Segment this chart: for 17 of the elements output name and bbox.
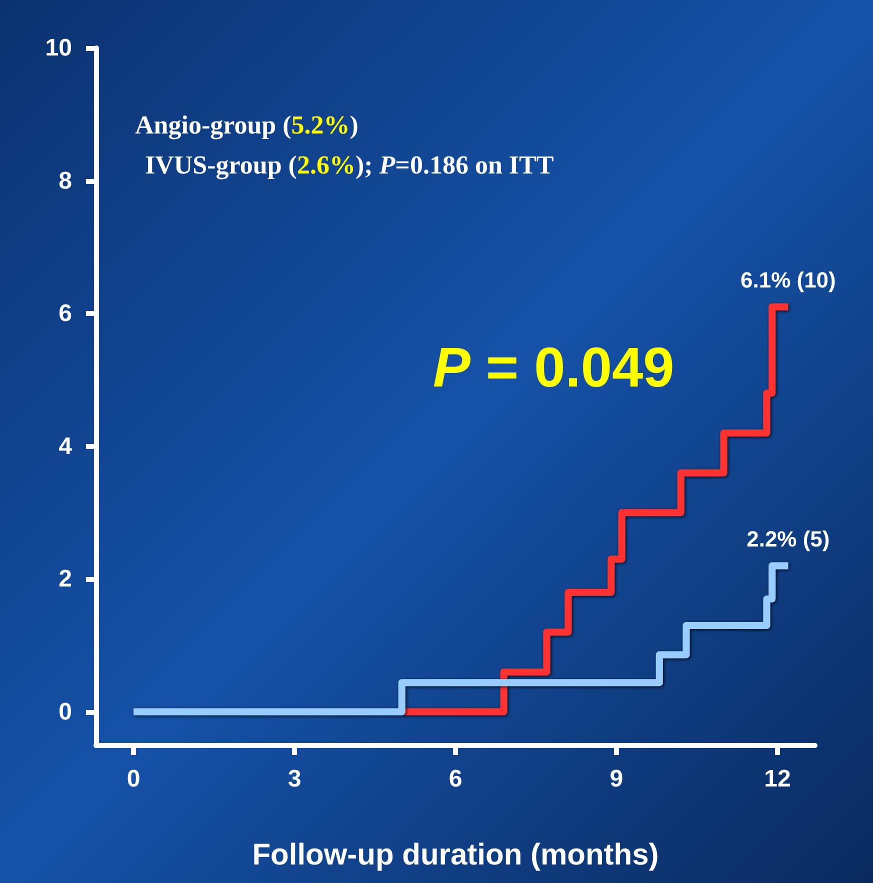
y-tick-label: 10 (45, 34, 72, 62)
annotation: 6.1% (10) (740, 267, 836, 292)
y-tick-label: 0 (58, 698, 72, 726)
y-tick-label: 8 (58, 167, 72, 194)
annotation: 2.2% (5) (746, 526, 830, 552)
x-tick-label: 9 (610, 766, 624, 792)
x-tick-label: 0 (126, 766, 140, 792)
x-axis-title: Follow-up duration (months) (252, 838, 659, 872)
annotation: Angio-group (5.2%) (135, 110, 358, 140)
y-tick-label: 4 (58, 432, 73, 460)
annotation: IVUS-group (2.6%); P=0.186 on ITT (145, 150, 554, 180)
x-tick-label: 6 (448, 766, 462, 792)
y-tick-label: 2 (58, 566, 72, 593)
annotation: P = 0.049 (433, 336, 674, 398)
x-tick-label: 3 (288, 766, 302, 792)
y-tick-label: 6 (58, 300, 72, 328)
x-tick-label: 12 (764, 766, 791, 792)
